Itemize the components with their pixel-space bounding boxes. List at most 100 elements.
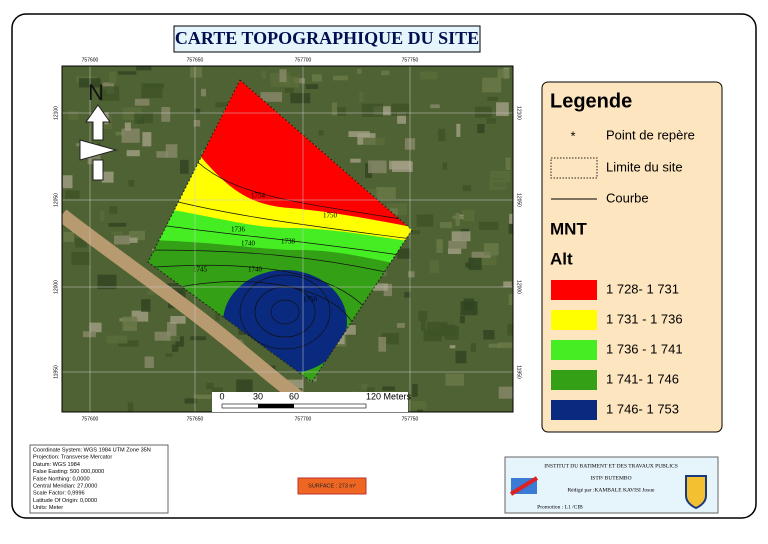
imagery-patch: [190, 336, 207, 341]
imagery-patch: [141, 299, 151, 312]
imagery-patch: [406, 230, 421, 235]
imagery-patch: [128, 237, 138, 243]
coordinate-line: Scale Factor: 0,9996: [33, 491, 85, 497]
imagery-patch: [359, 91, 364, 102]
imagery-patch: [108, 222, 127, 227]
grid-label: 12100: [53, 106, 59, 120]
imagery-patch: [503, 281, 512, 288]
grid-label: 11950: [516, 365, 522, 379]
imagery-patch: [455, 212, 460, 226]
imagery-patch: [411, 400, 427, 410]
grid-label: 757650: [187, 57, 204, 63]
imagery-patch: [99, 86, 120, 101]
imagery-patch: [125, 326, 136, 330]
imagery-patch: [420, 320, 426, 332]
surface-box: [297, 477, 367, 495]
imagery-patch: [101, 171, 114, 183]
imagery-patch: [134, 112, 153, 124]
imagery-patch: [331, 102, 337, 116]
legend-title: Legende: [550, 90, 632, 112]
institute-box: [504, 456, 719, 514]
imagery-patch: [127, 402, 134, 412]
imagery-patch: [508, 293, 513, 306]
scale-label: 120 Meters: [366, 391, 412, 401]
imagery-patch: [451, 231, 471, 242]
imagery-patch: [318, 130, 324, 136]
grid-label: 12050: [516, 193, 522, 207]
imagery-patch: [445, 373, 465, 386]
imagery-patch: [144, 83, 165, 89]
imagery-patch: [124, 122, 131, 131]
coordinate-line: Latitude Of Origin: 0,0000: [33, 498, 97, 504]
imagery-patch: [131, 310, 149, 322]
imagery-patch: [167, 322, 177, 336]
imagery-patch: [426, 321, 448, 337]
imagery-patch: [452, 215, 464, 219]
imagery-patch: [89, 322, 102, 333]
legend-label: 1 736 - 1 741: [606, 341, 683, 356]
imagery-patch: [447, 248, 462, 255]
coordinate-line: False Northing: 0,0000: [33, 476, 90, 482]
imagery-patch: [260, 92, 283, 102]
scale-bar: [258, 404, 294, 408]
imagery-patch: [361, 103, 384, 117]
imagery-patch: [286, 379, 304, 389]
legend-swatch: [551, 340, 597, 360]
scale-label: 30: [253, 391, 263, 401]
imagery-patch: [129, 230, 145, 241]
grid-label: 11950: [53, 365, 59, 379]
grid-label: 757700: [295, 57, 312, 63]
imagery-patch: [206, 382, 214, 390]
logo: [685, 475, 707, 510]
imagery-patch: [497, 342, 513, 349]
imagery-patch: [100, 210, 105, 221]
imagery-patch: [419, 71, 438, 80]
imagery-patch: [97, 274, 117, 290]
imagery-patch: [462, 185, 472, 192]
imagery-patch: [438, 128, 446, 142]
imagery-patch: [412, 384, 418, 397]
legend-label: Courbe: [606, 190, 649, 205]
legend-label: Limite du site: [606, 159, 683, 174]
imagery-patch: [471, 251, 491, 258]
imagery-patch: [179, 159, 189, 174]
coordinate-line: Central Meridian: 27,0000: [33, 483, 97, 489]
imagery-patch: [215, 306, 220, 321]
grid-label: 757600: [82, 57, 99, 63]
imagery-patch: [200, 88, 207, 97]
imagery-patch: [490, 171, 511, 183]
institute-text: Promotion : L1 /CIB: [537, 504, 583, 510]
contour: [270, 299, 300, 325]
imagery-patch: [418, 310, 428, 321]
imagery-patch: [474, 106, 492, 118]
imagery-patch: [109, 206, 118, 214]
legend-swatch: [551, 370, 597, 390]
imagery-patch: [156, 151, 168, 158]
grid-label: 757750: [402, 416, 419, 422]
imagery-patch: [175, 336, 184, 347]
imagery-patch: [484, 243, 499, 256]
imagery-patch: [82, 331, 96, 338]
institute-text: ISTP/ BUTEMBO: [590, 475, 631, 481]
legend-symbol: *: [570, 128, 575, 143]
imagery-patch: [459, 315, 465, 324]
imagery-patch: [261, 70, 267, 80]
north-arrow: [79, 104, 118, 181]
imagery-patch: [461, 209, 475, 222]
imagery-patch: [363, 137, 385, 146]
imagery-patch: [193, 119, 201, 127]
imagery-patch: [498, 386, 513, 399]
imagery-patch: [144, 356, 154, 368]
legend-swatch: [551, 400, 597, 420]
imagery-patch: [408, 271, 415, 278]
imagery-patch: [190, 66, 203, 78]
imagery-patch: [505, 157, 511, 171]
legend-label: 1 741- 1 746: [606, 371, 679, 386]
imagery-patch: [361, 383, 368, 390]
imagery-patch: [442, 162, 448, 170]
legend-heading: Alt: [550, 249, 573, 268]
grid-label: 757650: [187, 416, 204, 422]
imagery-patch: [487, 96, 498, 101]
imagery-patch: [478, 221, 499, 230]
imagery-patch: [165, 353, 173, 357]
